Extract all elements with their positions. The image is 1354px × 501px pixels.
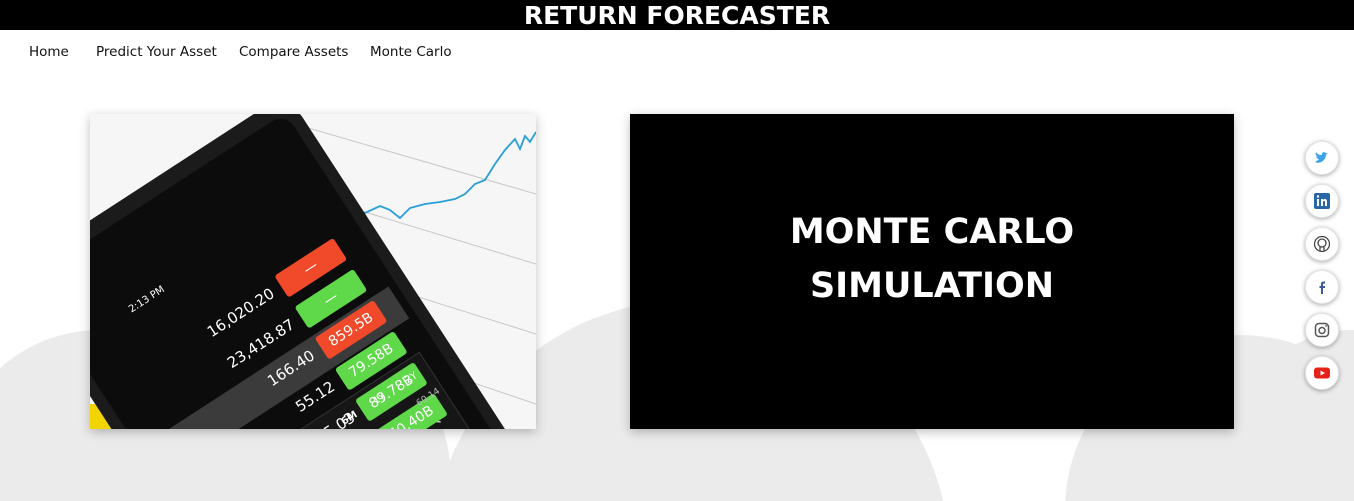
- linkedin-button[interactable]: [1305, 184, 1339, 218]
- youtube-button[interactable]: [1305, 356, 1339, 390]
- nav-link[interactable]: Predict Your Asset: [96, 44, 217, 60]
- github-button[interactable]: [1305, 227, 1339, 261]
- instagram-icon: [1314, 322, 1330, 338]
- site-header: RETURN FORECASTER: [0, 0, 1354, 30]
- monte-carlo-card[interactable]: MONTE CARLO SIMULATION: [630, 114, 1234, 429]
- nav-link[interactable]: Monte Carlo: [370, 44, 452, 60]
- ticker-badge: [356, 363, 427, 421]
- ticker-badge: [376, 394, 447, 429]
- youtube-icon: [1314, 367, 1330, 379]
- site-title: RETURN FORECASTER: [523, 1, 831, 30]
- card-title: MONTE CARLO: [789, 212, 1075, 252]
- linkedin-icon: [1314, 193, 1330, 209]
- stock-photo: 2:13 PM 16,020.20—23,418.87—166.40859.5B5…: [90, 114, 536, 429]
- instagram-button[interactable]: [1305, 313, 1339, 347]
- card-title: SIMULATION: [809, 266, 1055, 306]
- ticker-badge: [295, 269, 367, 328]
- nav-link[interactable]: Compare Assets: [239, 44, 349, 60]
- facebook-button[interactable]: [1305, 270, 1339, 304]
- nav-link[interactable]: Home: [29, 44, 69, 60]
- twitter-icon: [1315, 152, 1328, 163]
- twitter-button[interactable]: [1305, 141, 1339, 175]
- github-icon: [1314, 236, 1330, 252]
- ticker-badge: [315, 301, 387, 359]
- stock-image-card[interactable]: 2:13 PM 16,020.20—23,418.87—166.40 859.5B 5…: [90, 114, 536, 429]
- facebook-icon: [1319, 281, 1325, 294]
- ticker-badge: [275, 238, 347, 297]
- ticker-badge: [335, 332, 407, 390]
